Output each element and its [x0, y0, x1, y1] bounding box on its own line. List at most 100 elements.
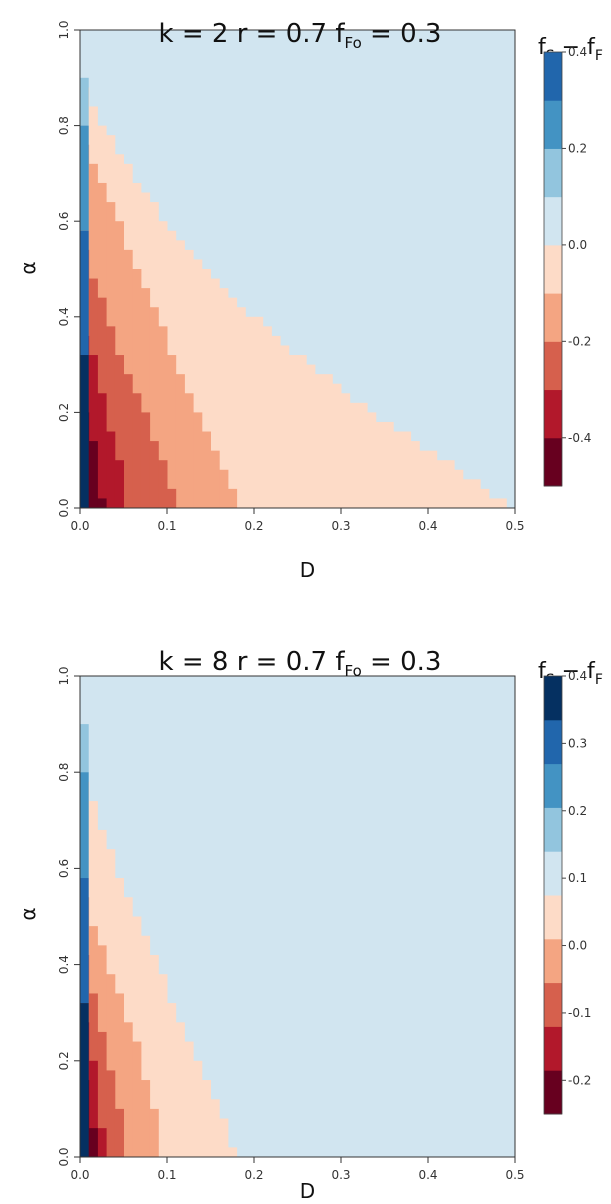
chart-title: k = 2 r = 0.7 fFo = 0.3 — [159, 19, 442, 52]
heatmap-cell-column — [123, 374, 133, 508]
legend-swatch — [544, 938, 562, 984]
heatmap-cell-column — [227, 488, 238, 508]
y-axis-label: α — [16, 261, 40, 274]
x-tick-label: 0.0 — [70, 519, 89, 533]
heatmap-cell-column — [88, 355, 98, 508]
heatmap-cell-column — [114, 355, 124, 508]
heatmap-cell-column — [332, 383, 342, 508]
heatmap-cell-column — [497, 498, 507, 508]
heatmap-cell-column — [349, 402, 359, 508]
y-tick-label: 0.0 — [57, 1147, 71, 1166]
heatmap-cell-column — [454, 469, 464, 508]
x-tick-label: 0.2 — [244, 519, 263, 533]
x-tick-label: 0.1 — [157, 1168, 176, 1182]
legend-tick-label: -0.4 — [568, 431, 591, 445]
heatmap-cell-column — [149, 954, 159, 1157]
heatmap-region-class-6 — [80, 724, 89, 773]
heatmap-cell-column — [428, 450, 438, 508]
heatmap-region-class-8 — [80, 878, 89, 1004]
heatmap-cell-column — [140, 412, 151, 508]
heatmap-cell-column — [97, 393, 107, 508]
y-tick-label: 0.2 — [57, 403, 71, 422]
heatmap-cell-column — [419, 450, 429, 508]
legend-frame — [543, 675, 563, 1115]
heatmap-cell-column — [201, 269, 211, 508]
legend-swatch — [544, 389, 562, 439]
plot-frame — [79, 29, 516, 509]
legend-tick-label: -0.1 — [568, 1006, 591, 1020]
heatmap-cell-column — [106, 326, 116, 508]
heatmap-cell-column — [358, 402, 368, 508]
legend-swatch — [544, 196, 562, 246]
heatmap-region-class-6 — [80, 77, 89, 126]
heatmap-cell-strip — [80, 355, 89, 508]
heatmap-cell-column — [271, 335, 281, 508]
heatmap-cell-column — [158, 974, 168, 1157]
heatmap-cell-column — [471, 479, 481, 508]
panel-k8: 0.0 0.1 0.2 0.3 0.4 0.5 0.0 0.2 0.4 0.6 0.8 1.0 Dα k … — [16, 647, 603, 1203]
legend-tick-label: 0.4 — [568, 45, 587, 59]
heatmap-cell-column — [132, 1041, 142, 1157]
heatmap-cell-column — [106, 1070, 116, 1157]
heatmap-cell-column — [445, 460, 455, 508]
y-tick-label: 0.8 — [57, 763, 71, 782]
heatmap-cell-column — [167, 1003, 177, 1157]
legend-swatch — [544, 437, 562, 487]
heatmap-region-class-7 — [80, 772, 89, 879]
heatmap-cell-strip — [80, 724, 89, 773]
heatmap-cell-column — [149, 1108, 159, 1157]
y-tick-label: 0.6 — [57, 212, 71, 231]
heatmap-cell-column — [410, 441, 420, 508]
x-tick-label: 0.5 — [505, 519, 524, 533]
panel-k2: 0.0 0.1 0.2 0.3 0.4 0.5 0.0 0.2 0.4 0.6 0.8 1.0 Dα k … — [16, 19, 603, 582]
heatmap-region-class-7 — [80, 125, 89, 231]
heatmap-cell-column — [167, 355, 177, 508]
heatmap-cell-column — [97, 498, 107, 508]
y-axis-label: α — [16, 907, 40, 920]
heatmap-cell-column — [88, 1128, 98, 1157]
heatmap-cell-column — [106, 431, 116, 508]
heatmap-cell-column — [184, 393, 194, 508]
heatmap-cell-column — [158, 326, 168, 508]
plot-frame — [79, 675, 516, 1158]
heatmap-cell-column — [97, 1031, 107, 1157]
heatmap-cell-column — [132, 916, 142, 1157]
x-axis-label: D — [300, 558, 315, 582]
heatmap-cell-column — [480, 488, 490, 508]
color-legend: fS − fF0.40.30.20.10.0-0.1-0.2 — [538, 659, 603, 1115]
heatmap-cell-column — [184, 249, 194, 508]
heatmap-cell-column — [280, 345, 290, 508]
heatmap-cell-column — [175, 374, 185, 508]
legend-frame — [543, 51, 563, 487]
legend-swatch — [544, 148, 562, 198]
heatmap-cell-column — [219, 469, 229, 508]
x-tick-label: 0.3 — [331, 1168, 350, 1182]
x-tick-label: 0.5 — [505, 1168, 524, 1182]
heatmap-cell-column — [114, 993, 124, 1157]
heatmap-cell-strip — [80, 772, 89, 879]
heatmap-cell-column — [219, 288, 229, 508]
heatmap-cell-column — [193, 259, 203, 508]
heatmap-cell-column — [436, 460, 446, 508]
y-tick-label: 0.8 — [57, 116, 71, 135]
legend-tick-label: 0.0 — [568, 238, 587, 252]
heatmap-cell-strip — [80, 230, 89, 356]
x-tick-label: 0.3 — [331, 519, 350, 533]
heatmap-cell-column — [401, 431, 412, 508]
heatmap-cell-column — [375, 421, 385, 508]
heatmap-cell-column — [132, 269, 142, 508]
heatmap-cell-column — [106, 974, 116, 1157]
legend-tick-label: 0.2 — [568, 804, 587, 818]
heatmap-cell-column — [193, 412, 203, 508]
x-axis-label: D — [300, 1179, 315, 1203]
heatmap-cell-column — [97, 1128, 107, 1157]
heatmap-cell-column — [393, 431, 403, 508]
heatmap-cell-column — [306, 364, 316, 508]
x-tick-label: 0.1 — [157, 519, 176, 533]
heatmap-cell-column — [384, 421, 394, 508]
legend-tick-label: 0.2 — [568, 141, 587, 155]
heatmap-cell-strip — [80, 878, 89, 1004]
heatmap-cell-column — [227, 1147, 238, 1157]
y-tick-label: 1.0 — [57, 666, 71, 685]
y-tick-label: 0.4 — [57, 307, 71, 326]
